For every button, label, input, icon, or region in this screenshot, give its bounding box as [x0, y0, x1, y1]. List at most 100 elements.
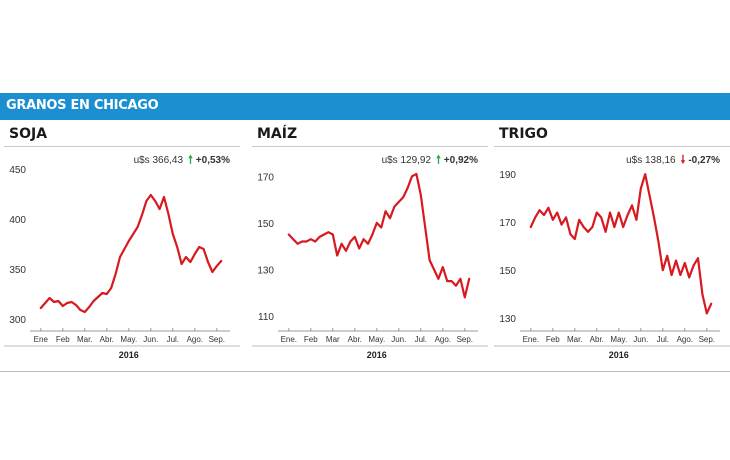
data-point	[565, 216, 567, 219]
x-tick-label: Sep.	[699, 335, 715, 344]
data-point	[371, 233, 374, 236]
data-point	[331, 233, 334, 236]
x-tick-label: Ene.	[281, 335, 297, 344]
price-summary: u$s 138,16 🠗 -0,27%	[626, 151, 720, 170]
data-point	[301, 240, 303, 243]
data-point	[145, 200, 148, 202]
data-point	[675, 259, 677, 262]
data-point	[53, 301, 55, 303]
divider	[252, 146, 488, 147]
price-value: u$s 129,92	[381, 155, 432, 166]
x-tick-label: Abr.	[100, 335, 114, 344]
x-axis-label: 2016	[609, 350, 629, 360]
x-tick-label: Feb	[304, 335, 318, 344]
data-point	[327, 231, 330, 234]
data-point	[44, 302, 47, 304]
x-tick-label: Ago.	[677, 335, 693, 344]
change-value: +0,92%	[443, 155, 478, 166]
data-point	[39, 307, 42, 309]
data-point	[292, 238, 295, 241]
y-tick-label: 170	[499, 218, 516, 229]
change-value: +0,53%	[195, 155, 230, 166]
data-point	[397, 201, 400, 203]
data-point	[167, 213, 170, 215]
data-point	[600, 216, 603, 219]
data-point	[551, 218, 554, 221]
x-tick-label: Sep.	[457, 335, 473, 344]
data-point	[626, 214, 629, 216]
chart-title: MAÍZ	[257, 126, 298, 142]
data-point	[459, 277, 462, 280]
data-point	[105, 293, 108, 295]
data-point	[305, 240, 308, 243]
y-tick-label: 130	[257, 265, 274, 276]
data-point	[362, 238, 365, 241]
data-point	[529, 226, 532, 228]
data-point	[141, 214, 143, 216]
x-tick-label: Ago.	[435, 335, 451, 344]
data-point	[48, 297, 51, 299]
data-point	[79, 309, 82, 311]
y-tick-label: 300	[9, 315, 26, 326]
x-tick-label: Mar	[326, 335, 340, 344]
data-point	[424, 226, 427, 229]
data-point	[198, 246, 201, 248]
data-point	[309, 238, 312, 241]
data-point	[631, 204, 633, 207]
data-point	[296, 242, 299, 245]
data-point	[622, 226, 625, 228]
data-point	[384, 210, 387, 213]
data-point	[538, 209, 541, 212]
data-point	[57, 300, 60, 302]
price-value: u$s 366,43	[133, 155, 184, 166]
divider	[0, 371, 730, 372]
x-tick-label: Mar.	[77, 335, 93, 344]
data-point	[176, 246, 179, 248]
data-point	[189, 261, 192, 263]
data-point	[61, 305, 64, 307]
data-point	[639, 187, 642, 190]
data-point	[393, 205, 396, 208]
x-axis-label: 2016	[367, 350, 387, 360]
data-point	[705, 312, 708, 315]
data-point	[692, 264, 695, 267]
data-point	[202, 248, 205, 250]
data-point	[591, 226, 594, 228]
data-point	[670, 274, 673, 276]
data-point	[163, 196, 165, 198]
series-line	[529, 173, 713, 315]
y-tick-label: 110	[258, 312, 274, 323]
x-tick-label: Ago.	[187, 335, 203, 344]
data-point	[411, 175, 413, 178]
data-point	[569, 233, 572, 236]
x-tick-label: Jul.	[167, 335, 179, 344]
data-point	[149, 194, 152, 196]
chart-title: TRIGO	[499, 126, 548, 142]
data-point	[679, 274, 682, 276]
y-tick-label: 190	[499, 170, 516, 181]
data-point	[97, 296, 99, 298]
data-point	[171, 233, 174, 235]
data-point	[666, 254, 669, 257]
data-point	[437, 277, 440, 280]
data-point	[578, 218, 581, 221]
data-point	[543, 214, 545, 216]
data-point	[185, 256, 187, 258]
data-point	[604, 230, 607, 233]
x-tick-label: May.	[120, 335, 137, 344]
data-point	[110, 287, 113, 289]
data-point	[534, 216, 537, 219]
data-point	[119, 256, 121, 258]
data-point	[287, 233, 290, 236]
data-point	[450, 280, 453, 282]
x-tick-label: Jun.	[391, 335, 406, 344]
data-point	[595, 211, 598, 214]
data-point	[367, 242, 369, 245]
data-point	[697, 257, 699, 260]
x-tick-label: Jul.	[657, 335, 669, 344]
data-point	[587, 230, 589, 233]
data-point	[158, 208, 161, 210]
data-point	[70, 301, 73, 303]
data-point	[609, 211, 611, 214]
data-point	[701, 293, 704, 296]
